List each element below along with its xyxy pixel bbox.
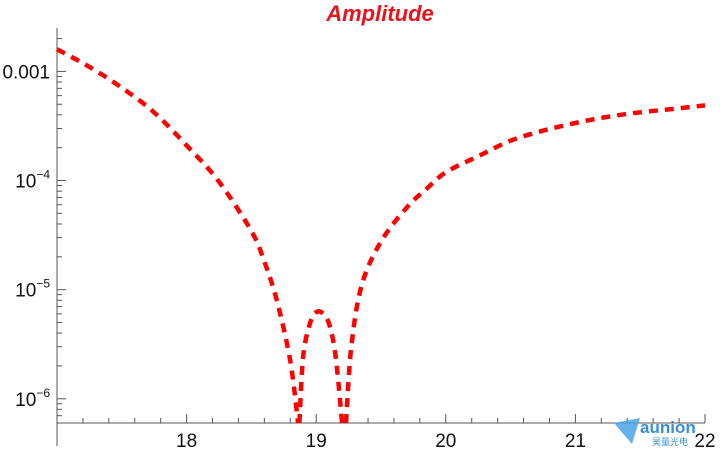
amplitude-line [343,103,706,424]
y-tick-exponent: −6 [36,386,50,400]
y-tick-base: 0.001 [2,62,50,83]
watermark-logo: aunion 昊量光电 [614,418,696,447]
amplitude-line [55,47,301,424]
y-tick-label: 0.001 [2,62,50,83]
y-tick-exponent: −5 [36,277,50,291]
y-tick-base: 10 [15,281,36,302]
watermark-brand: aunion [640,418,696,437]
y-tick-base: 10 [15,390,36,411]
x-tick-label: 19 [306,431,327,452]
x-tick-label: 20 [435,431,456,452]
y-tick-label: 10−5 [15,277,50,302]
watermark-icon [614,418,640,444]
amplitude-line [297,309,345,424]
y-tick-base: 10 [15,172,36,193]
y-tick-exponent: −4 [36,168,50,182]
chart-title: Amplitude [325,1,434,26]
watermark-sub: 昊量光电 [652,436,688,447]
y-tick-label: 10−4 [15,168,50,193]
series-group [55,47,706,424]
x-tick-label: 21 [565,431,586,452]
y-tick-label: 10−6 [15,386,50,411]
x-tick-label: 18 [176,431,197,452]
x-tick-label: 22 [694,431,715,452]
